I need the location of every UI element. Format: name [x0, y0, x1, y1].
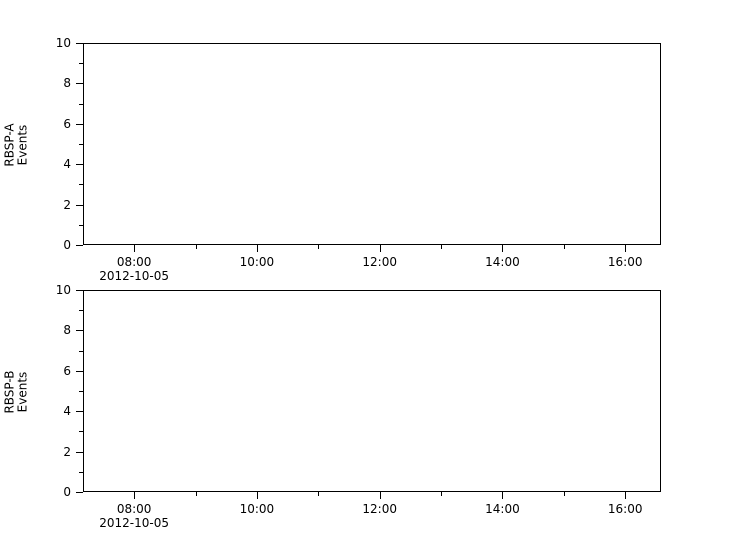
- y-tick-major: [76, 290, 83, 291]
- y-tick-minor: [79, 350, 83, 352]
- plot-area-rbsp-a: [83, 43, 661, 245]
- x-tick-label: 12:00: [362, 255, 397, 269]
- y-tick-minor: [79, 224, 83, 226]
- y-tick-major: [76, 164, 83, 166]
- x-tick-label: 14:00: [485, 502, 520, 516]
- x-tick-major: [502, 245, 504, 252]
- y-tick-minor: [79, 391, 83, 392]
- x-tick-minor: [195, 245, 197, 249]
- x-tick-label: 10:00: [239, 502, 275, 516]
- x-tick-major: [625, 492, 627, 499]
- y-axis-title-rbsp-b: RBSP-B Events: [3, 334, 30, 450]
- x-axis-date-label: 2012-10-05: [99, 516, 170, 530]
- x-tick-major: [502, 492, 504, 499]
- y-tick-major: [76, 83, 83, 85]
- x-tick-major: [256, 492, 258, 499]
- y-tick-label: 10: [55, 283, 71, 297]
- x-axis-date-label: 2012-10-05: [99, 269, 170, 283]
- x-tick-minor: [563, 245, 565, 249]
- y-tick-label: 10: [55, 36, 71, 50]
- y-tick-label: 6: [63, 116, 71, 131]
- y-tick-label: 0: [63, 485, 71, 499]
- y-tick-major: [76, 330, 83, 332]
- y-tick-label: 8: [63, 323, 71, 338]
- x-tick-label: 16:00: [607, 502, 643, 516]
- x-tick-label: 12:00: [362, 502, 397, 516]
- x-tick-label: 08:00: [116, 502, 152, 516]
- y-tick-major: [76, 492, 83, 493]
- x-tick-major: [625, 245, 627, 252]
- y-tick-label: 8: [63, 76, 71, 91]
- y-tick-major: [76, 451, 83, 453]
- y-tick-label: 4: [63, 404, 71, 419]
- y-tick-label: 4: [63, 157, 71, 172]
- x-tick-label: 16:00: [607, 255, 643, 269]
- plot-area-rbsp-b: [83, 290, 661, 492]
- y-tick-minor: [79, 184, 83, 186]
- x-tick-minor: [318, 492, 320, 496]
- y-tick-minor: [79, 471, 83, 473]
- x-tick-label: 10:00: [239, 255, 275, 269]
- y-axis-title-rbsp-a: RBSP-A Events: [3, 87, 31, 203]
- y-tick-minor: [79, 144, 83, 145]
- y-tick-label: 2: [63, 444, 71, 459]
- x-tick-major: [379, 245, 381, 252]
- y-tick-major: [76, 245, 83, 246]
- y-tick-label: 6: [63, 363, 71, 378]
- y-tick-major: [76, 204, 83, 206]
- x-tick-minor: [441, 245, 443, 249]
- y-tick-minor: [79, 431, 83, 433]
- y-axis-title-line-2: Events: [16, 371, 30, 413]
- x-tick-label: 14:00: [485, 255, 520, 269]
- y-tick-major: [76, 370, 83, 372]
- y-tick-label: 0: [63, 238, 71, 252]
- y-tick-minor: [79, 103, 83, 105]
- x-tick-minor: [441, 492, 443, 496]
- x-tick-major: [134, 492, 136, 499]
- x-tick-minor: [563, 492, 565, 496]
- x-tick-major: [256, 245, 258, 252]
- y-axis-title-line-2: Events: [16, 124, 31, 166]
- x-tick-minor: [195, 492, 197, 496]
- y-tick-label: 2: [63, 197, 71, 212]
- y-tick-minor: [79, 63, 83, 65]
- x-tick-minor: [318, 245, 320, 249]
- y-tick-minor: [79, 310, 83, 312]
- x-tick-major: [134, 245, 136, 252]
- y-tick-major: [76, 43, 83, 44]
- x-tick-label: 08:00: [116, 255, 152, 269]
- y-tick-major: [76, 411, 83, 413]
- x-tick-major: [379, 492, 381, 499]
- y-tick-major: [76, 123, 83, 125]
